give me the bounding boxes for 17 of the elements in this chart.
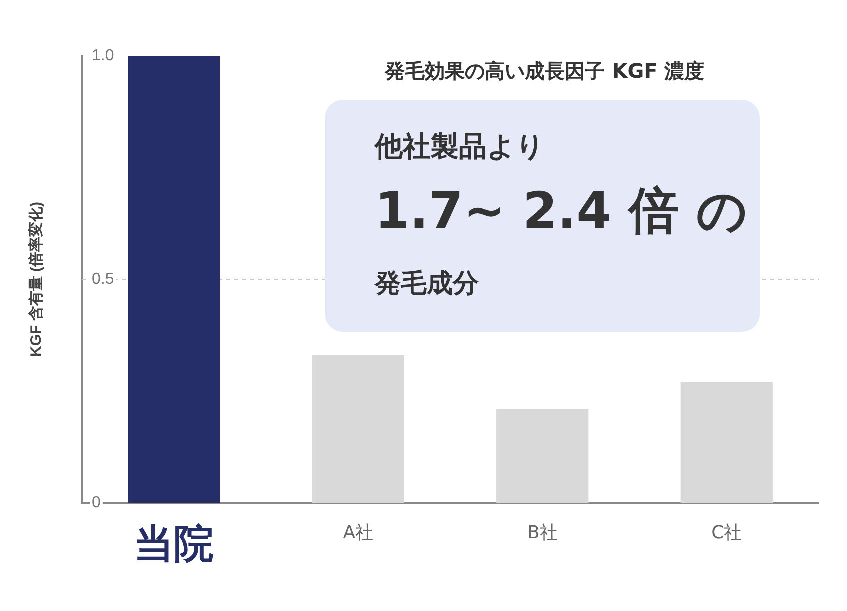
annotation: 他社製品より [375, 129, 545, 165]
callout-panel: 他社製品より 1.7~ 2.4 倍 の 発毛成分 [325, 100, 760, 332]
annotation: 1.7~ 2.4 倍 の [375, 181, 748, 242]
annotation: 発毛成分 [375, 268, 479, 301]
x-tick-label: C社 [712, 522, 742, 544]
bar [496, 409, 589, 503]
x-tick-label: A社 [343, 522, 374, 544]
x-tick-label: B社 [527, 522, 558, 544]
y-tick-label: 0.5 [92, 270, 114, 288]
y-tick-label: 1.0 [92, 47, 114, 64]
bar [128, 56, 220, 503]
bar [312, 355, 404, 503]
y-tick-label: 0 [92, 494, 101, 512]
bar [680, 382, 773, 503]
chart-title: 発毛効果の高い成長因子 KGF 濃度 [384, 58, 706, 85]
x-tick-label: 当院 [134, 521, 214, 568]
y-axis-title: KGF 含有量 (倍率変化) [27, 202, 46, 357]
